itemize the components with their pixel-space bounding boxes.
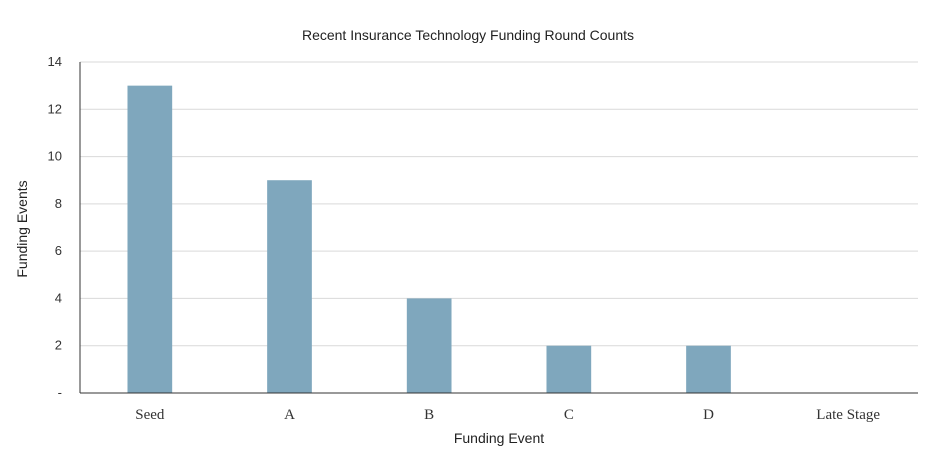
y-tick-label: 14 (48, 54, 62, 69)
bar-d (686, 345, 731, 393)
y-tick-label: 2 (55, 338, 62, 353)
y-tick-label: 10 (48, 149, 62, 164)
y-tick-label: 12 (48, 101, 62, 116)
x-tick-label: Seed (135, 407, 165, 423)
y-tick-label: 4 (55, 290, 62, 305)
x-tick-label: C (564, 407, 574, 423)
bar-seed (127, 85, 173, 394)
chart-title: Recent Insurance Technology Funding Roun… (302, 27, 634, 43)
bar-b (406, 298, 452, 393)
y-tick-label: 8 (55, 196, 62, 211)
x-tick-label: A (284, 407, 295, 423)
x-axis-title: Funding Event (454, 430, 544, 446)
x-tick-label: B (424, 407, 434, 423)
bar-c (546, 345, 592, 393)
x-tick-label: Late Stage (816, 407, 880, 423)
bars (127, 85, 731, 394)
y-tick-label: 6 (55, 243, 62, 258)
y-axis-title: Funding Events (14, 180, 30, 277)
y-axis-ticks: - 2 4 6 8 10 12 14 (48, 54, 62, 400)
y-tick-label: - (58, 385, 62, 400)
x-axis-ticks: Seed A B C D Late Stage (135, 407, 880, 423)
bar-a (267, 180, 312, 393)
x-tick-label: D (703, 407, 714, 423)
gridlines (80, 61, 918, 347)
